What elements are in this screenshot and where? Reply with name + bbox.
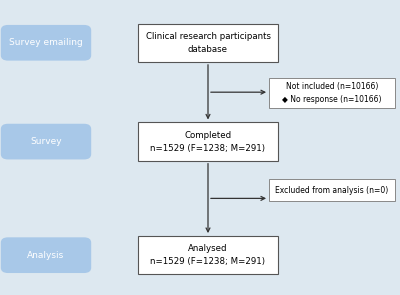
FancyBboxPatch shape (269, 78, 395, 108)
FancyBboxPatch shape (1, 124, 91, 159)
Text: Excluded from analysis (n=0): Excluded from analysis (n=0) (275, 186, 389, 195)
Text: Survey: Survey (30, 137, 62, 146)
Text: Clinical research participants
database: Clinical research participants database (146, 32, 270, 54)
FancyBboxPatch shape (269, 179, 395, 201)
Text: Not included (n=10166)
◆ No response (n=10166): Not included (n=10166) ◆ No response (n=… (282, 82, 382, 104)
FancyBboxPatch shape (138, 122, 278, 161)
Text: Completed
n=1529 (F=1238; M=291): Completed n=1529 (F=1238; M=291) (150, 130, 266, 153)
FancyBboxPatch shape (138, 236, 278, 274)
FancyBboxPatch shape (1, 237, 91, 273)
Text: Analysed
n=1529 (F=1238; M=291): Analysed n=1529 (F=1238; M=291) (150, 244, 266, 266)
Text: Survey emailing: Survey emailing (9, 38, 83, 47)
FancyBboxPatch shape (138, 24, 278, 62)
FancyBboxPatch shape (1, 25, 91, 61)
Text: Analysis: Analysis (27, 251, 65, 260)
